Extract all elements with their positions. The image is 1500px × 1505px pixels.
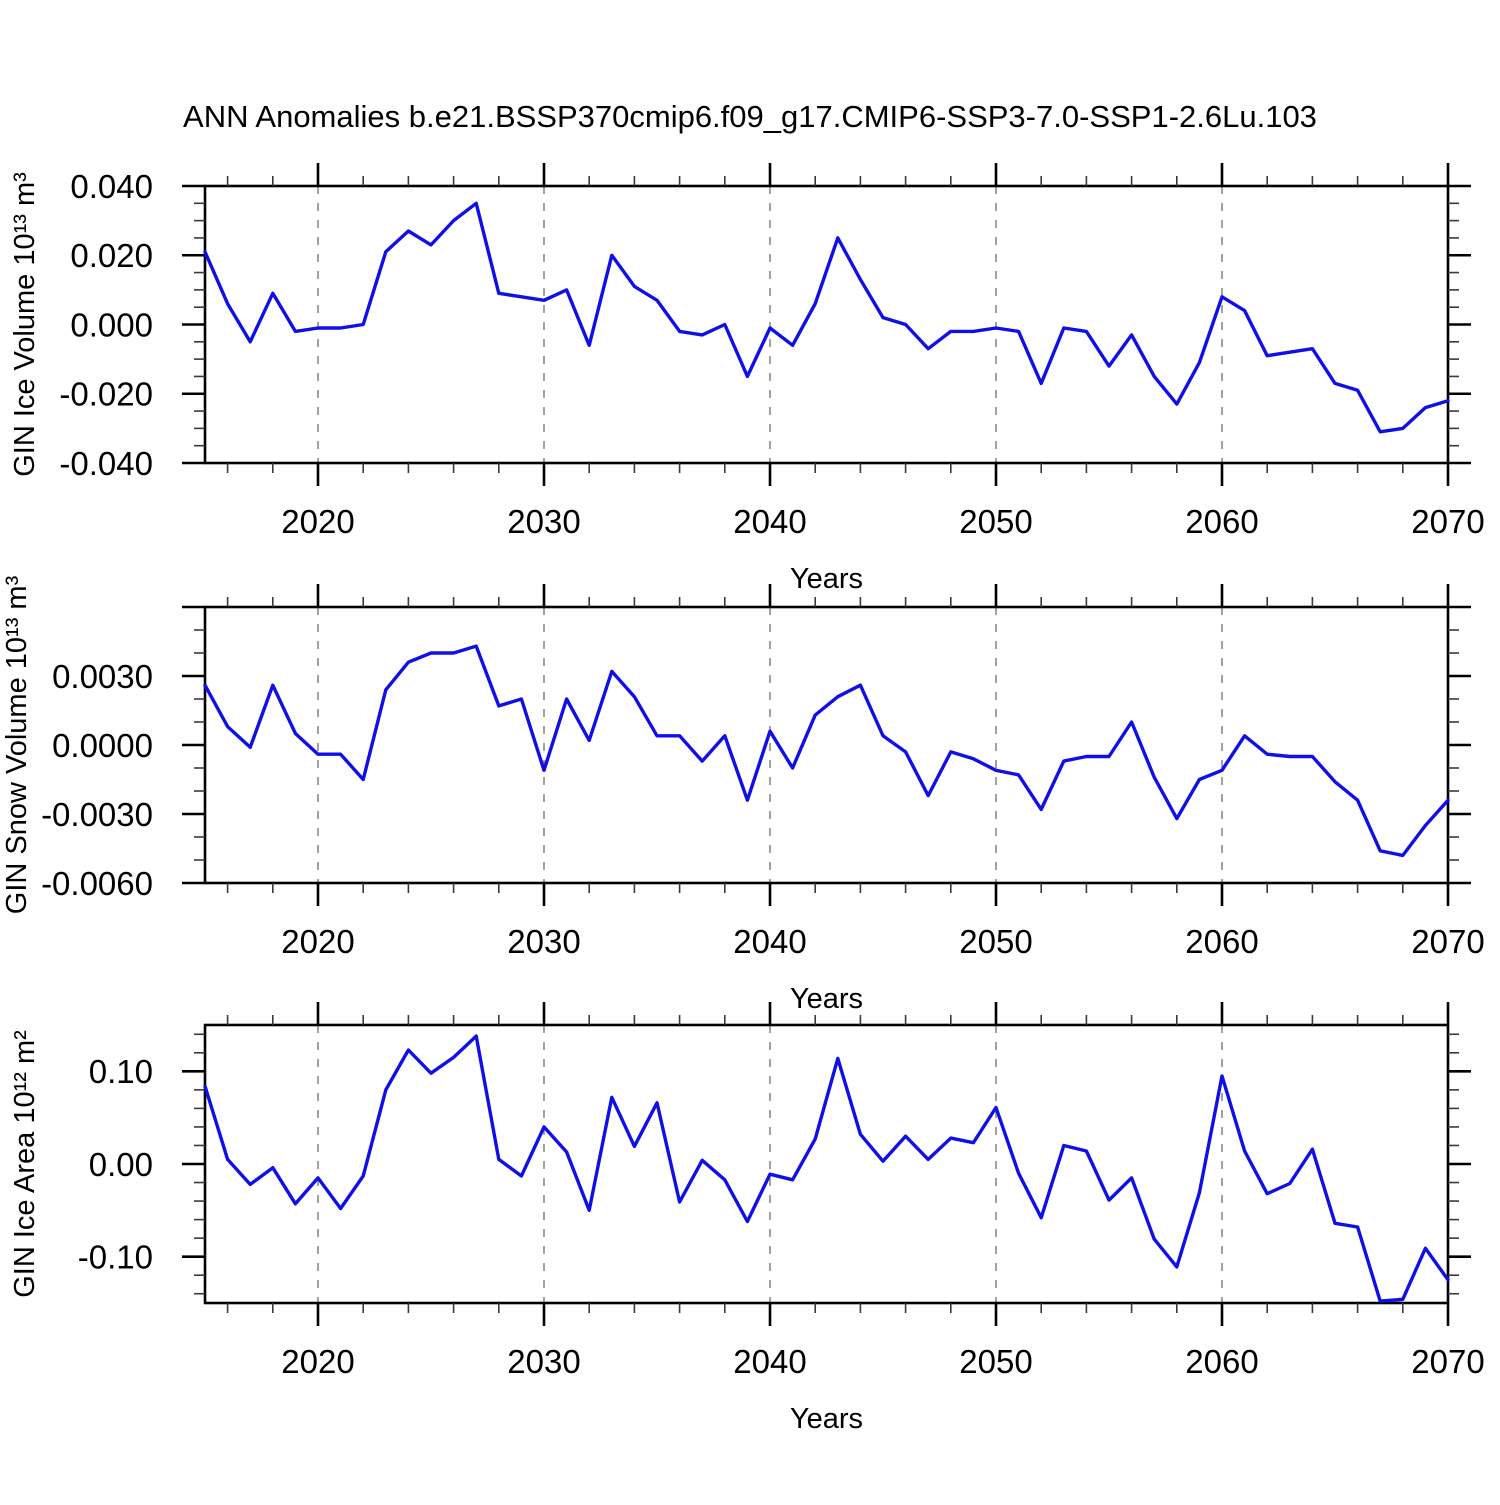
y-tick-label: -0.0030 (41, 796, 153, 833)
x-tick-label: 2030 (507, 503, 580, 540)
y-tick-label: 0.000 (70, 306, 153, 343)
y-tick-label: 0.00 (89, 1146, 153, 1183)
data-series-line (203, 644, 1450, 858)
x-tick-label: 2020 (281, 923, 354, 960)
data-series-line (203, 1034, 1450, 1303)
plot-frame (203, 184, 1450, 465)
y-tick-label: -0.020 (59, 376, 153, 413)
y-tick-label: 0.0000 (52, 727, 153, 764)
x-tick-label: 2020 (281, 1343, 354, 1380)
y-tick-label: 0.10 (89, 1053, 153, 1090)
y-tick-label: 0.0030 (52, 658, 153, 695)
x-tick-label: 2060 (1185, 503, 1258, 540)
y-tick-label: 0.020 (70, 237, 153, 274)
x-tick-label: 2070 (1411, 503, 1484, 540)
y-tick-label: 0.040 (70, 168, 153, 205)
x-tick-label: 2030 (507, 1343, 580, 1380)
x-tick-label: 2070 (1411, 923, 1484, 960)
plot-frame (203, 1023, 1450, 1305)
x-tick-label: 2040 (733, 1343, 806, 1380)
panel-gin-ice-area: 2020 2030 2040 2050 2060 2070 0.10 0.00 -0.10 (78, 1002, 1485, 1380)
x-tick-label: 2050 (959, 503, 1032, 540)
x-axis-label-ice-volume: Years (790, 563, 863, 595)
panel-gin-ice-volume: 2020 2030 2040 2050 2060 2070 0.040 0.020 0.000 -… (59, 163, 1485, 540)
x-tick-label: 2040 (733, 923, 806, 960)
x-tick-label: 2020 (281, 503, 354, 540)
x-tick-label: 2060 (1185, 923, 1258, 960)
figure-title: ANN Anomalies b.e21.BSSP370cmip6.f09_g17… (183, 99, 1317, 134)
x-tick-label: 2030 (507, 923, 580, 960)
x-tick-label: 2050 (959, 923, 1032, 960)
y-axis-label-ice-volume: GIN Ice Volume 10¹³ m³ (9, 172, 41, 477)
y-tick-label: -0.0060 (41, 865, 153, 902)
y-tick-label: -0.10 (78, 1239, 153, 1276)
plot-frame (203, 605, 1450, 885)
panel-gin-snow-volume: 2020 2030 2040 2050 2060 2070 0.0030 0.0000 -0.0… (41, 584, 1485, 960)
data-series-line (203, 201, 1450, 434)
x-axis-label-ice-area: Years (790, 1403, 863, 1435)
x-tick-label: 2070 (1411, 1343, 1484, 1380)
y-axis-label-ice-area: GIN Ice Area 10¹² m² (9, 1030, 41, 1298)
x-tick-label: 2060 (1185, 1343, 1258, 1380)
x-axis-label-snow-volume: Years (790, 983, 863, 1015)
y-tick-label: -0.040 (59, 445, 153, 482)
x-tick-label: 2050 (959, 1343, 1032, 1380)
x-tick-label: 2040 (733, 503, 806, 540)
y-axis-label-snow-volume: GIN Snow Volume 10¹³ m³ (1, 575, 33, 914)
